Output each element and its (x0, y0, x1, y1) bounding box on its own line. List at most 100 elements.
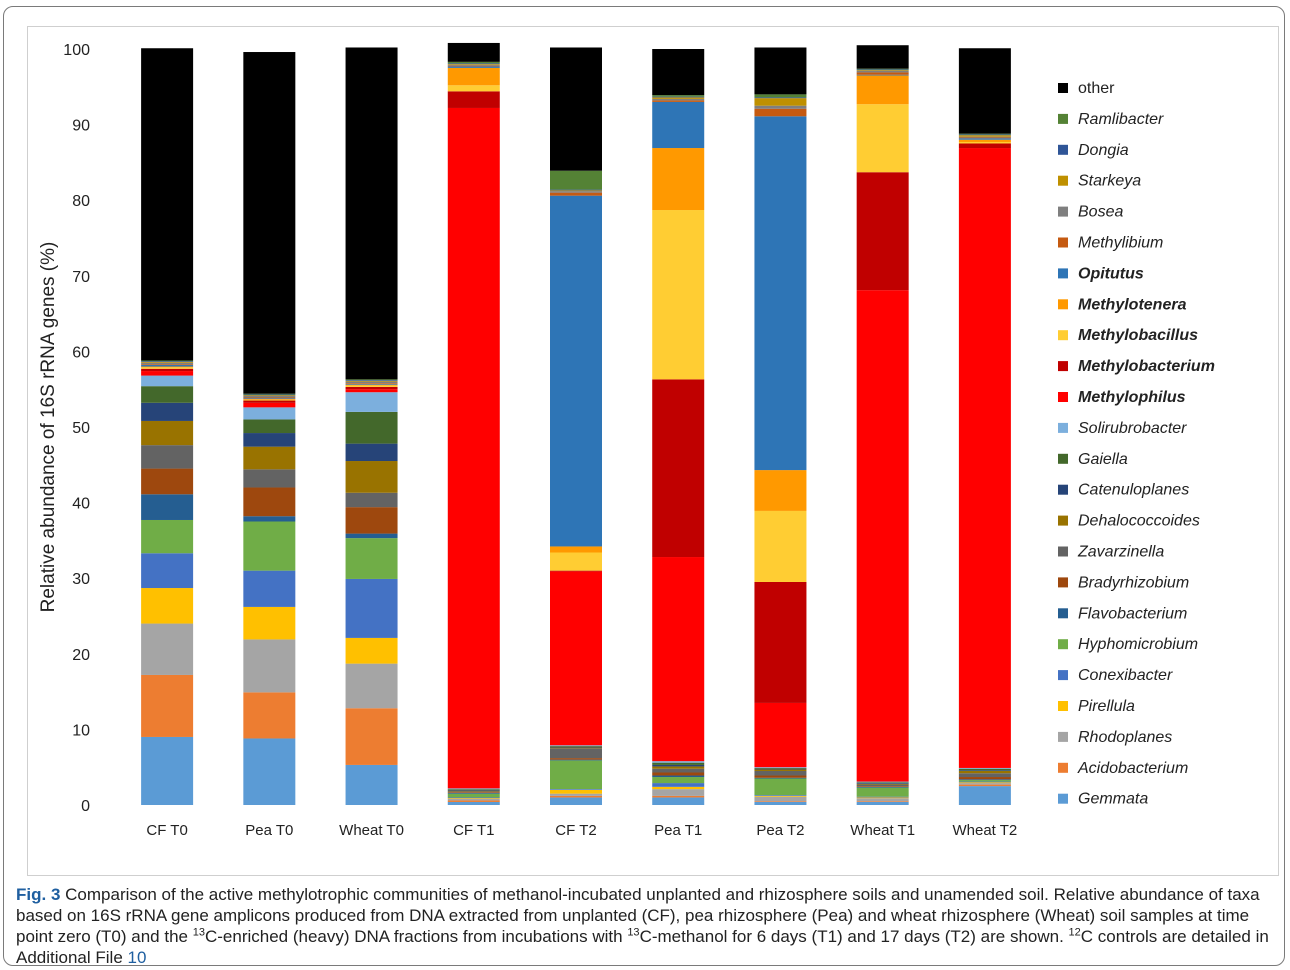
bar-segment-flavobacterium (652, 775, 705, 778)
bar-segment-hyphomicrobium (345, 538, 398, 579)
bar-segment-bradyrhizobium (754, 775, 807, 778)
x-tick-label: CF T1 (453, 822, 494, 839)
bar-segment-hyphomicrobium (447, 793, 500, 798)
bar-segment-rhodoplanes (141, 623, 194, 675)
bar-segment-gemmata (958, 786, 1011, 805)
bar-segment-acidobacterium (652, 795, 705, 798)
legend-label: Hyphomicrobium (1078, 636, 1198, 653)
bar-segment-bradyrhizobium (243, 487, 296, 517)
legend-label: Dehalococcoides (1078, 513, 1200, 530)
bar-segment-methylophilus (958, 148, 1011, 768)
legend-swatch (1058, 546, 1068, 557)
bar-segment-acidobacterium (345, 708, 398, 765)
y-tick-label: 100 (63, 42, 90, 59)
bar-segment-pirellula (550, 789, 602, 794)
bar-segment-methylotenera (958, 139, 1011, 142)
x-tick-label: Pea T2 (756, 822, 804, 839)
bar-segment-dongia (345, 380, 398, 381)
bar-segment-starkeya (856, 70, 909, 71)
bar-segment-acidobacterium (447, 800, 500, 802)
legend-label: Zavarzinella (1077, 544, 1164, 561)
legend-label: Methylibium (1078, 235, 1163, 252)
bar-segment-acidobacterium (243, 692, 296, 739)
bar-segment-methylophilus (754, 702, 807, 768)
legend-swatch (1058, 731, 1068, 742)
bar-segment-acidobacterium (550, 795, 602, 798)
bar-segment-bradyrhizobium (958, 777, 1011, 780)
legend-swatch (1058, 237, 1068, 248)
legend-swatch (1058, 793, 1068, 804)
bar-segment-ramlibacter (243, 393, 296, 395)
bar-segment-methylobacterium (958, 143, 1011, 149)
bar-segment-gaiella (243, 419, 296, 434)
legend-label: Ramlibacter (1078, 111, 1164, 128)
bar-segment-methylobacillus (652, 210, 705, 380)
axis-layer: 0 10 20 30 40 50 60 70 80 90 100 Relative abundance… (38, 42, 1017, 839)
bar-segment-catenuloplanes (447, 789, 500, 791)
bar-segment-catenuloplanes (345, 443, 398, 462)
bar-segment-flavobacterium (447, 792, 500, 794)
caption-text-1: Comparison of the active methylotrophic … (16, 885, 1260, 946)
additional-file-link[interactable]: 10 (127, 948, 147, 966)
bar-segment-solirubrobacter (652, 761, 705, 763)
bar-segment-pirellula (243, 606, 296, 640)
bar-segment-other (243, 52, 296, 394)
bar-segment-ramlibacter (958, 133, 1011, 135)
bar-segment-flavobacterium (141, 494, 194, 520)
bar-segment-bosea (447, 64, 500, 66)
legend-label: Acidobacterium (1077, 760, 1188, 777)
bar-segment-flavobacterium (243, 516, 296, 522)
bar-segment-methylotenera (856, 75, 909, 105)
bar-segment-hyphomicrobium (141, 519, 194, 554)
bar-segment-solirubrobacter (345, 392, 398, 412)
bar-segment-other (345, 47, 398, 380)
figure-label: Fig. 3 (16, 885, 61, 904)
legend-swatch (1058, 639, 1068, 650)
bar-segment-gaiella (345, 411, 398, 444)
bar-segment-bradyrhizobium (345, 507, 398, 534)
bar-segment-conexibacter (856, 796, 909, 798)
bar-segment-conexibacter (652, 783, 705, 787)
legend-swatch (1058, 453, 1068, 464)
bar-segment-methylibium (141, 364, 194, 366)
bar-segment-methylophilus (243, 402, 296, 408)
bar-segment-dongia (550, 189, 602, 191)
legend-swatch (1058, 330, 1068, 341)
y-tick-label: 70 (72, 269, 90, 286)
bar-segment-methylobacillus (856, 104, 909, 173)
bar-segment-starkeya (550, 190, 602, 192)
bar-segment-dehalococcoides (345, 461, 398, 493)
bar-segment-catenuloplanes (141, 402, 194, 421)
bar-segment-gaiella (141, 386, 194, 403)
x-tick-label: Pea T1 (654, 822, 702, 839)
bar-segment-gemmata (550, 797, 602, 805)
bar-segment-bradyrhizobium (652, 772, 705, 776)
legend-swatch (1058, 299, 1068, 310)
legend-label: Dongia (1078, 142, 1129, 159)
bar-segment-methylophilus (652, 557, 705, 762)
bar-segment-zavarzinella (856, 784, 909, 787)
bar-segment-zavarzinella (550, 748, 602, 759)
bar-segment-bosea (856, 70, 909, 73)
bar-segment-dehalococcoides (141, 420, 194, 446)
caption-sup-1: 13 (192, 926, 205, 939)
bar-segment-solirubrobacter (243, 407, 296, 420)
bar-segment-flavobacterium (550, 759, 602, 761)
bar-segment-bosea (141, 362, 194, 365)
bar-segment-zavarzinella (141, 445, 194, 469)
caption-text-4: C controls are detailed in Additional Fi… (16, 927, 1269, 966)
bar-segment-zavarzinella (958, 773, 1011, 778)
bar-segment-opitutus (958, 138, 1011, 140)
bar-segment-acidobacterium (754, 801, 807, 802)
bar-segment-methylobacillus (345, 385, 398, 387)
bar-segment-rhodoplanes (550, 793, 602, 796)
bar-segment-methylotenera (141, 366, 194, 368)
bar-segment-gaiella (754, 767, 807, 769)
y-tick-label: 30 (72, 571, 90, 588)
bar-segment-catenuloplanes (243, 433, 296, 447)
bar-segment-starkeya (243, 395, 296, 397)
bar-segment-gemmata (345, 764, 398, 805)
x-tick-label: Pea T0 (245, 822, 293, 839)
x-tick-label: Wheat T0 (339, 822, 404, 839)
legend-swatch (1058, 361, 1068, 372)
